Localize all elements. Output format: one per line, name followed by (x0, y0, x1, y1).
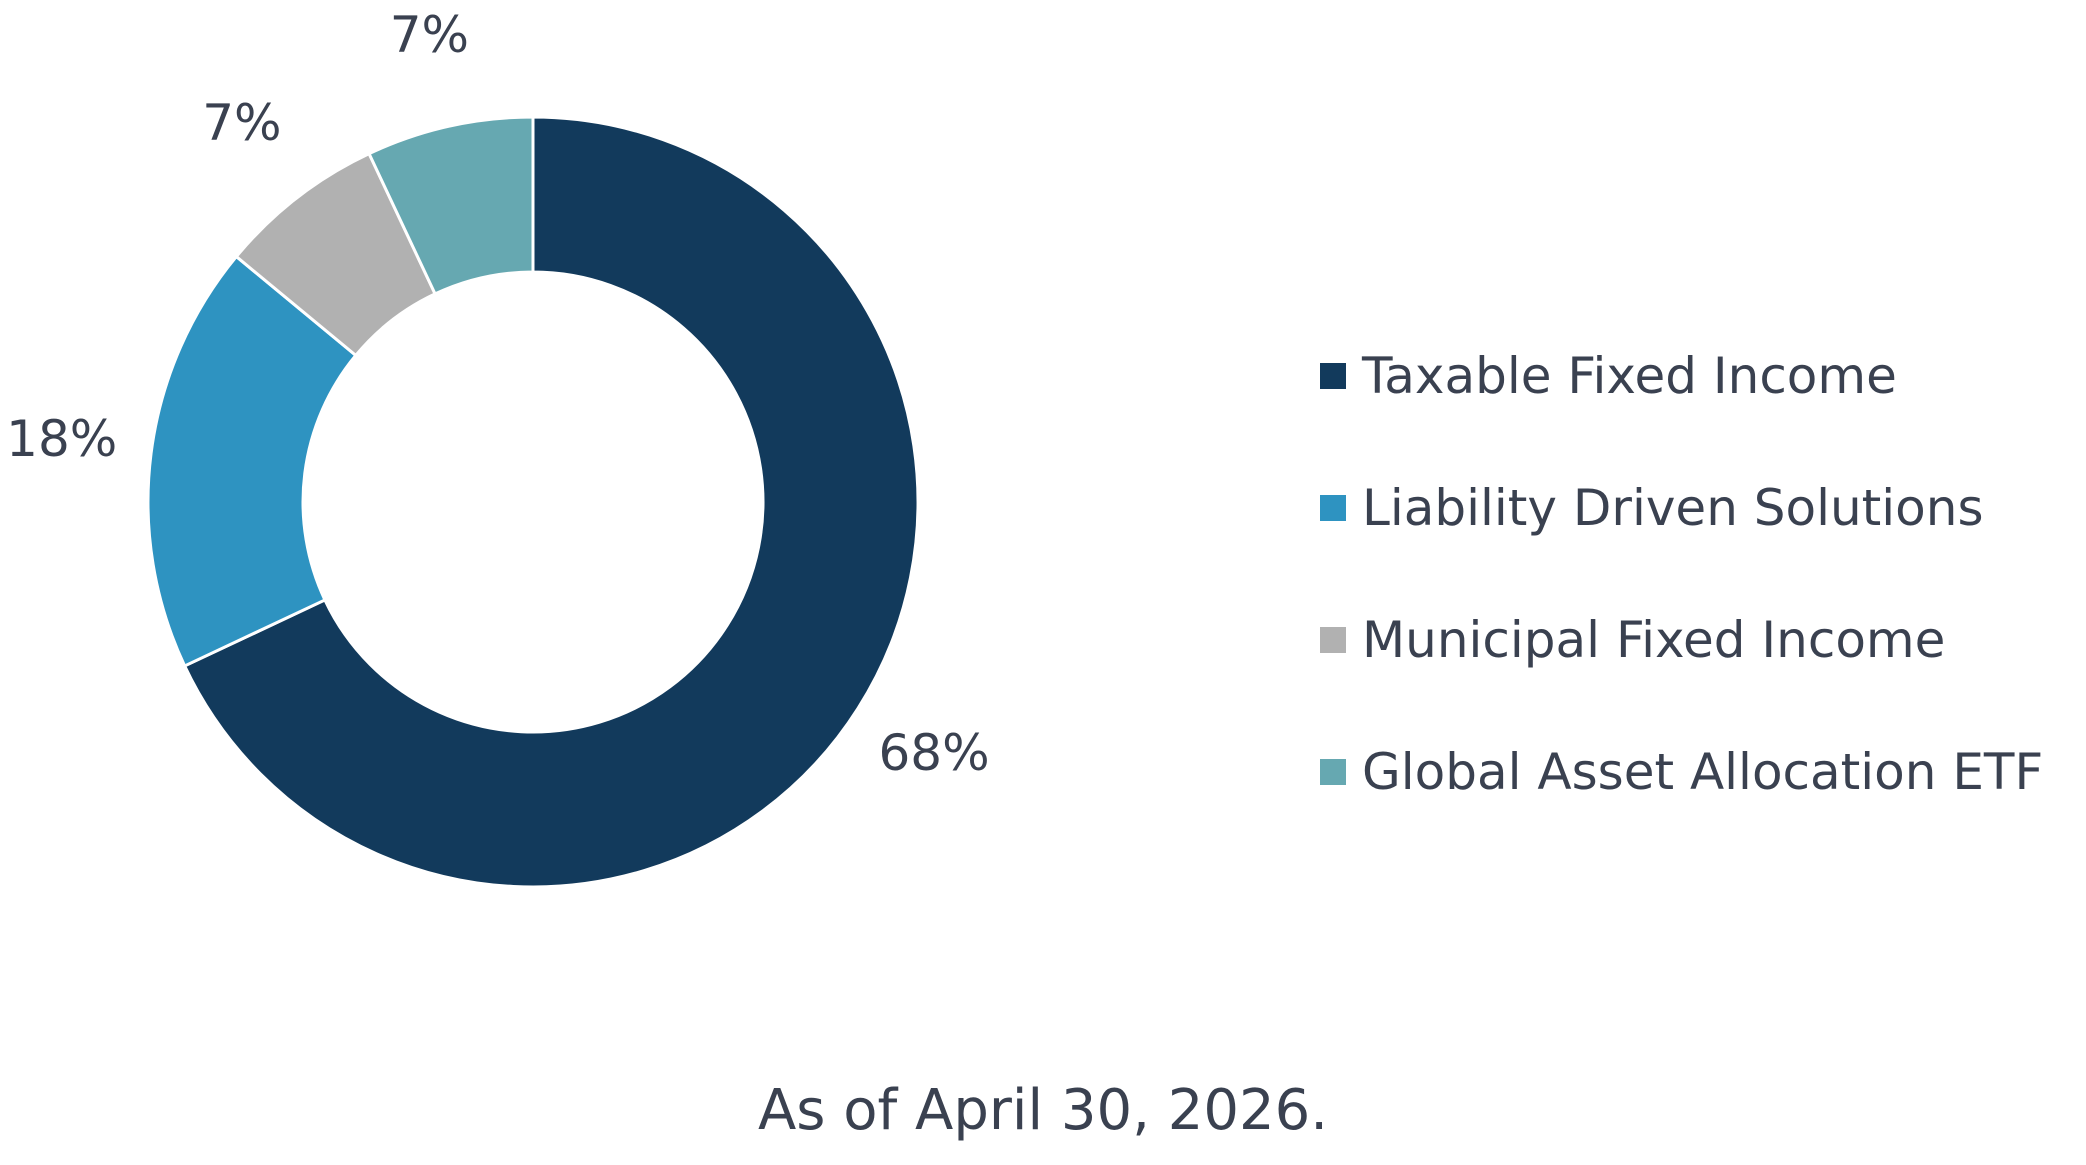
as-of-date-note: As of April 30, 2026. (757, 1078, 1329, 1143)
legend-item-municipal-fixed-income: Municipal Fixed Income (1320, 574, 2080, 706)
legend-item-liability-driven-solutions: Liability Driven Solutions (1320, 442, 2080, 574)
legend-item-taxable-fixed-income: Taxable Fixed Income (1320, 310, 2080, 442)
legend-label: Liability Driven Solutions (1362, 479, 1984, 537)
legend-swatch (1320, 363, 1346, 389)
legend-swatch (1320, 627, 1346, 653)
slice-taxable-fixed-income (182, 115, 920, 889)
chart-legend: Taxable Fixed Income Liability Driven So… (1320, 310, 2080, 838)
slice-liability-driven-solutions (146, 254, 358, 668)
legend-label: Taxable Fixed Income (1362, 347, 1897, 405)
data-label-liability-driven-solutions: 18% (6, 410, 117, 468)
data-label-global-asset-allocation-etf: 7% (390, 6, 469, 64)
data-label-taxable-fixed-income: 68% (878, 724, 989, 782)
legend-label: Global Asset Allocation ETF (1362, 743, 2044, 801)
legend-swatch (1320, 495, 1346, 521)
data-label-municipal-fixed-income: 7% (202, 94, 281, 152)
slice-global-asset-allocation-etf (367, 115, 535, 296)
legend-swatch (1320, 759, 1346, 785)
legend-label: Municipal Fixed Income (1362, 611, 1946, 669)
donut-chart: 68% 18% 7% 7% (6, 6, 990, 889)
legend-item-global-asset-allocation-etf: Global Asset Allocation ETF (1320, 706, 2080, 838)
